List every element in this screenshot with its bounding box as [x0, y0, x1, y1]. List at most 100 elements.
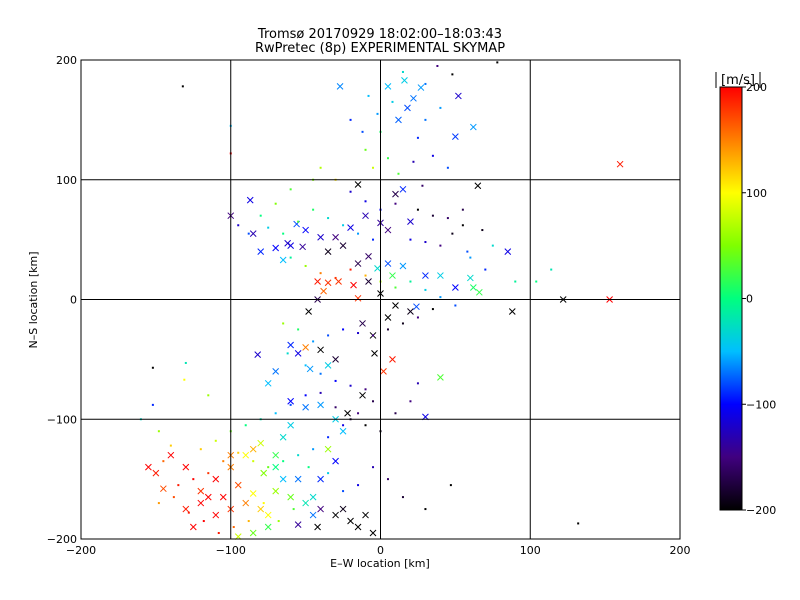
- scatter-point-cross: [264, 523, 272, 531]
- scatter-point-cross: [264, 511, 272, 519]
- scatter-point-cross: [452, 284, 459, 291]
- y-axis-label: N–S location [km]: [27, 251, 40, 348]
- scatter-point-dot: [424, 241, 427, 244]
- scatter-point-dot: [157, 430, 160, 433]
- scatter-point-dot: [214, 439, 217, 442]
- scatter-point-cross: [219, 493, 227, 501]
- scatter-point-cross: [359, 391, 366, 399]
- scatter-point-cross: [332, 233, 339, 241]
- scatter-point-cross: [272, 367, 280, 375]
- scatter-point-cross: [354, 260, 362, 267]
- scatter-point-dot: [207, 394, 210, 397]
- scatter-point-cross: [362, 212, 369, 220]
- scatter-point-cross: [279, 433, 287, 441]
- scatter-point-dot: [461, 208, 464, 211]
- scatter-point-cross: [422, 272, 429, 279]
- y-tick-label: −100: [47, 413, 77, 426]
- scatter-point-dot: [202, 520, 205, 523]
- scatter-point-dot: [172, 496, 175, 499]
- chart-subtitle: RwPretec (8p) EXPERIMENTAL SKYMAP: [255, 41, 505, 56]
- scatter-point-cross: [242, 451, 250, 459]
- scatter-point-dot: [244, 424, 247, 427]
- scatter-point-cross: [204, 493, 212, 501]
- scatter-point-dot: [349, 118, 352, 121]
- scatter-point-dot: [267, 466, 270, 469]
- scatter-point-cross: [404, 104, 411, 112]
- x-axis-label: E–W location [km]: [330, 557, 430, 570]
- colorbar-tick-label: 100: [746, 187, 767, 200]
- scatter-point-cross: [212, 511, 220, 519]
- colorbar-tick-label: 0: [746, 293, 753, 306]
- scatter-point-dot: [364, 274, 367, 277]
- scatter-point-dot: [372, 466, 375, 469]
- scatter-point-dot: [334, 379, 337, 382]
- scatter-point-cross: [287, 341, 295, 349]
- scatter-point-dot: [297, 328, 300, 331]
- scatter-point-dot: [449, 484, 452, 487]
- scatter-point-dot: [364, 388, 367, 391]
- scatter-point-cross: [380, 367, 387, 375]
- scatter-point-cross: [335, 278, 342, 285]
- scatter-point-dot: [446, 217, 449, 220]
- scatter-point-cross: [294, 521, 302, 528]
- scatter-point-cross: [399, 185, 407, 193]
- scatter-point-cross: [508, 308, 516, 315]
- scatter-point-cross: [475, 288, 483, 296]
- scatter-point-cross: [317, 475, 324, 483]
- y-tick-label: 0: [70, 294, 77, 307]
- scatter-point-dot: [297, 454, 300, 457]
- scatter-point-cross: [314, 523, 321, 531]
- scatter-point-cross: [249, 529, 257, 537]
- scatter-point-dot: [386, 478, 389, 481]
- scatter-point-cross: [320, 287, 327, 295]
- scatter-point-dot: [282, 232, 285, 235]
- scatter-point-dot: [181, 85, 184, 88]
- scatter-point-cross: [189, 523, 197, 531]
- scatter-point-dot: [409, 400, 412, 403]
- scatter-point-dot: [327, 472, 330, 475]
- scatter-point-dot: [162, 460, 165, 463]
- scatter-point-cross: [455, 92, 462, 100]
- scatter-point-cross: [392, 302, 399, 309]
- scatter-point-dot: [451, 73, 454, 76]
- scatter-point-cross: [294, 475, 302, 483]
- scatter-point-dot: [247, 232, 250, 235]
- scatter-point-cross: [339, 505, 347, 513]
- scatter-point-cross: [324, 445, 332, 453]
- scatter-point-cross: [272, 487, 280, 495]
- scatter-point-dot: [277, 520, 280, 523]
- scatter-point-cross: [413, 303, 420, 311]
- scatter-point-dot: [217, 532, 220, 535]
- scatter-point-dot: [416, 382, 419, 385]
- scatter-point-dot: [424, 82, 427, 85]
- scatter-point-cross: [347, 224, 354, 232]
- scatter-point-dot: [439, 296, 442, 299]
- scatter-point-cross: [466, 274, 474, 282]
- scatter-point-dot: [312, 340, 315, 343]
- scatter-point-dot: [192, 478, 195, 481]
- scatter-point-cross: [309, 511, 317, 519]
- scatter-point-cross: [197, 487, 205, 495]
- scatter-point-dot: [342, 328, 345, 331]
- scatter-point-dot: [319, 166, 322, 169]
- y-axis-ticks: −200 −100 0 100 200: [47, 54, 77, 546]
- scatter-point-dot: [169, 444, 172, 447]
- scatter-point-cross: [374, 265, 381, 272]
- scatter-point-cross: [407, 308, 414, 315]
- scatter-point-dot: [416, 316, 419, 319]
- scatter-point-dot: [282, 460, 285, 463]
- scatter-point-cross: [362, 511, 369, 519]
- x-tick-label: 100: [520, 544, 541, 557]
- scatter-point-dot: [267, 226, 270, 229]
- scatter-point-dot: [357, 332, 360, 335]
- scatter-point-cross: [407, 218, 414, 226]
- scatter-point-cross: [317, 233, 324, 241]
- scatter-point-cross: [272, 451, 280, 459]
- scatter-point-dot: [187, 511, 190, 514]
- scatter-point-dot: [349, 268, 352, 271]
- scatter-point-dot: [391, 100, 394, 103]
- scatter-point-cross: [152, 469, 160, 477]
- scatter-point-cross: [264, 379, 272, 387]
- scatter-point-dot: [307, 466, 310, 469]
